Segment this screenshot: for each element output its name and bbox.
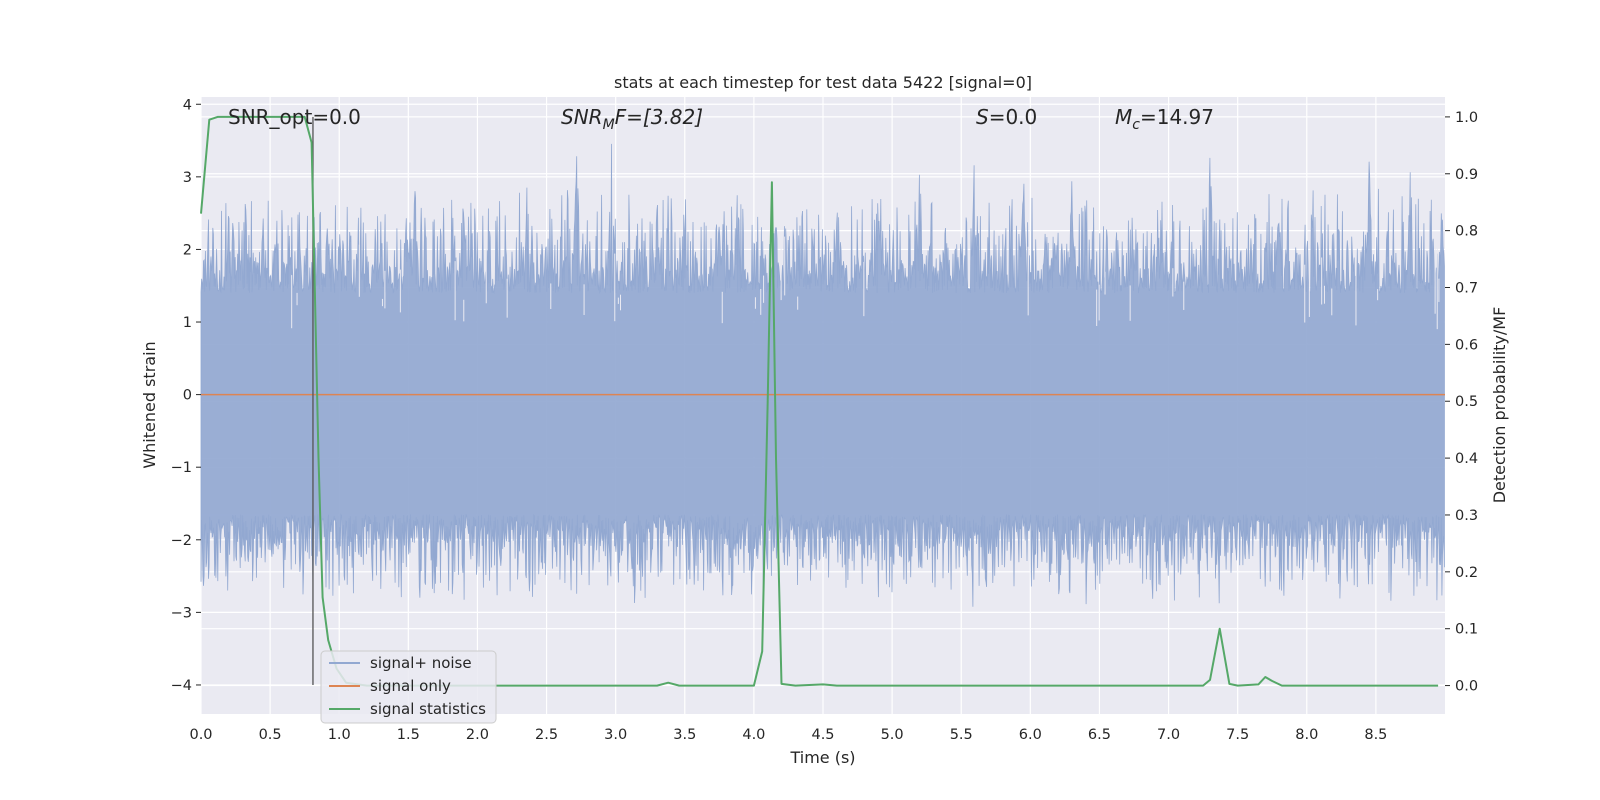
x-tick-label: 6.0 bbox=[1019, 727, 1042, 743]
legend-label-signal-statistics: signal statistics bbox=[370, 700, 486, 718]
y-tick-label: 0 bbox=[183, 388, 192, 404]
y2-tick-label: 0.2 bbox=[1455, 565, 1478, 581]
y2-tick-label: 0.9 bbox=[1455, 167, 1478, 183]
x-axis-label: Time (s) bbox=[789, 748, 855, 767]
x-tick-label: 8.0 bbox=[1295, 727, 1318, 743]
y-tick-label: 3 bbox=[183, 170, 192, 186]
x-tick-label: 1.5 bbox=[397, 727, 420, 743]
y-tick-label: −2 bbox=[171, 533, 192, 549]
x-tick-label: 2.5 bbox=[535, 727, 558, 743]
y2-tick-label: 0.1 bbox=[1455, 622, 1478, 638]
annotation-snr-mf: SNRMF=[3.82] bbox=[561, 105, 703, 133]
x-tick-label: 7.0 bbox=[1157, 727, 1180, 743]
y2-tick-label: 0.4 bbox=[1455, 451, 1478, 467]
y2-tick-label: 0.8 bbox=[1455, 224, 1478, 240]
legend: signal+ noise signal only signal statist… bbox=[320, 650, 497, 724]
annotation-snr-opt: SNR_opt=0.0 bbox=[228, 105, 361, 129]
x-tick-label: 8.5 bbox=[1364, 727, 1387, 743]
y-tick-label: −3 bbox=[171, 605, 192, 621]
x-axis-ticks: 0.0 0.5 1.0 1.5 2.0 2.5 3.0 3.5 4.0 4.5 5.0 5.5 6.0 6… bbox=[189, 727, 1387, 743]
chart-title: stats at each timestep for test data 542… bbox=[614, 73, 1032, 92]
y-tick-label: −1 bbox=[171, 460, 192, 476]
annotation-s: S=0.0 bbox=[976, 105, 1037, 129]
x-tick-label: 7.5 bbox=[1226, 727, 1249, 743]
y-axis-right-label: Detection probability/MF bbox=[1490, 307, 1509, 504]
y2-tick-label: 0.7 bbox=[1455, 281, 1478, 297]
x-tick-label: 1.0 bbox=[328, 727, 351, 743]
legend-label-signal-only: signal only bbox=[370, 677, 451, 695]
y-tick-label: 2 bbox=[183, 242, 192, 258]
x-tick-label: 0.5 bbox=[259, 727, 282, 743]
y-axis-right-ticks: 1.0 0.9 0.8 0.7 0.6 0.5 0.4 0.3 0.2 0.1 0.0 bbox=[1445, 110, 1478, 695]
y2-tick-label: 1.0 bbox=[1455, 110, 1478, 126]
y2-tick-label: 0.3 bbox=[1455, 508, 1478, 524]
signal-statistics-line bbox=[200, 115, 1439, 687]
y-tick-label: 4 bbox=[183, 97, 192, 113]
x-tick-label: 5.0 bbox=[881, 727, 904, 743]
legend-box bbox=[320, 650, 497, 724]
y-axis-left-label: Whitened strain bbox=[140, 341, 159, 468]
x-tick-label: 5.5 bbox=[950, 727, 973, 743]
signal-noise-trace bbox=[200, 143, 1445, 607]
x-tick-label: 2.0 bbox=[466, 727, 489, 743]
y2-tick-label: 0.6 bbox=[1455, 337, 1478, 353]
y2-tick-label: 0.0 bbox=[1455, 679, 1478, 695]
x-tick-label: 3.0 bbox=[604, 727, 627, 743]
x-tick-label: 0.0 bbox=[189, 727, 212, 743]
y-axis-left-ticks: 4 3 2 1 0 −1 −2 −3 −4 bbox=[171, 97, 201, 694]
y-tick-label: −4 bbox=[171, 678, 192, 694]
series-signal-noise bbox=[200, 143, 1445, 607]
annotation-mc: Mc=14.97 bbox=[1115, 105, 1214, 133]
series-lines bbox=[200, 115, 1445, 687]
x-tick-label: 3.5 bbox=[673, 727, 696, 743]
x-tick-label: 4.5 bbox=[811, 727, 834, 743]
x-tick-label: 4.0 bbox=[742, 727, 765, 743]
y-tick-label: 1 bbox=[183, 315, 192, 331]
y2-tick-label: 0.5 bbox=[1455, 394, 1478, 410]
legend-label-signal-noise: signal+ noise bbox=[370, 654, 472, 672]
x-tick-label: 6.5 bbox=[1088, 727, 1111, 743]
